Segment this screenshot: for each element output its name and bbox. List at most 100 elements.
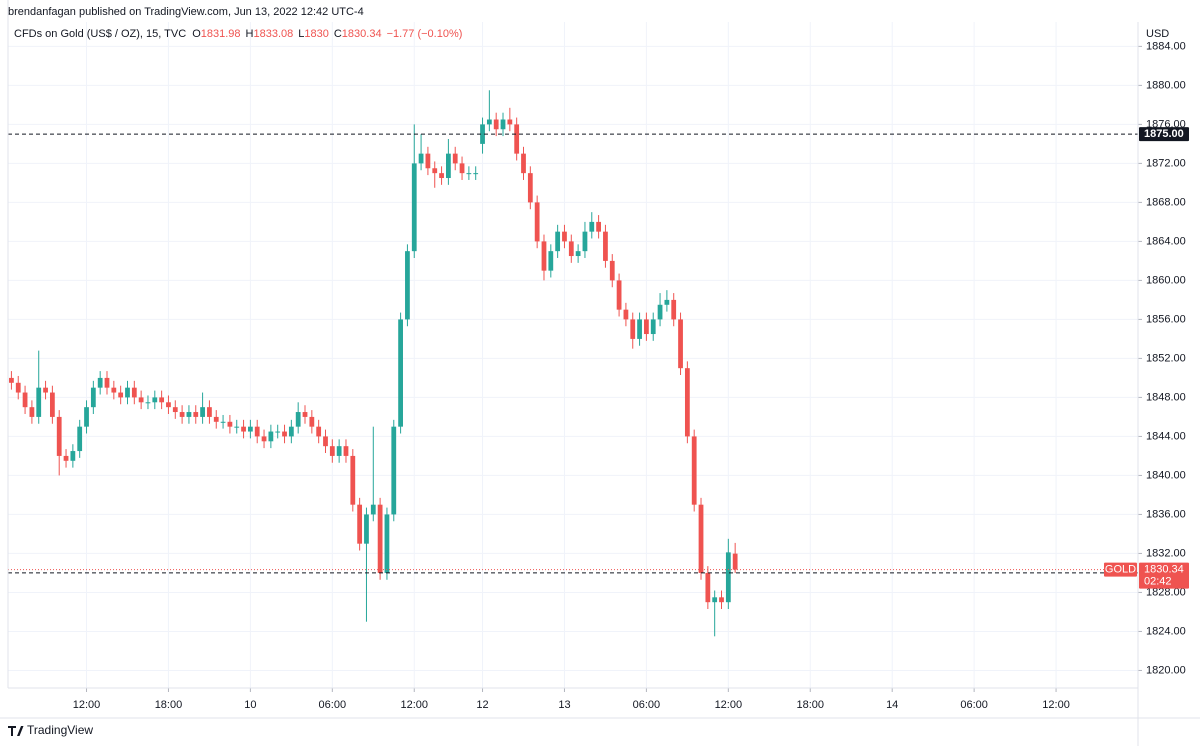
close-value: 1830.34 xyxy=(342,28,382,40)
candle-body xyxy=(623,309,629,320)
currency: USD xyxy=(1146,28,1169,40)
publisher: brendanfagan published on TradingView.co… xyxy=(8,6,364,18)
candle-body xyxy=(268,431,274,442)
y-tick-label: 1840.00 xyxy=(1146,469,1186,481)
candle-body xyxy=(691,436,697,505)
candle-body xyxy=(172,407,178,413)
candle-body xyxy=(302,412,308,417)
x-tick-label: 12:00 xyxy=(73,699,101,711)
x-tick-label: 12:00 xyxy=(715,699,743,711)
candle-body xyxy=(603,231,608,261)
candle-body xyxy=(534,202,540,242)
candle-body xyxy=(616,280,622,310)
candle-body xyxy=(29,407,35,417)
grid xyxy=(8,22,1142,692)
candle-body xyxy=(227,421,233,427)
candle-body xyxy=(411,163,417,252)
candle-body xyxy=(719,597,724,603)
logo-icon xyxy=(8,726,24,736)
y-tick-label: 1844.00 xyxy=(1146,430,1186,442)
candle-body xyxy=(548,251,554,271)
candle-body xyxy=(220,421,226,423)
x-tick-label: 12 xyxy=(476,699,488,711)
candle-body xyxy=(200,407,205,417)
low-prefix: L xyxy=(298,28,304,40)
y-tick-label: 1824.00 xyxy=(1146,625,1186,637)
y-tick-label: 1880.00 xyxy=(1146,79,1186,91)
last-price-label: 1830.34 xyxy=(1144,564,1184,576)
x-tick-label: 06:00 xyxy=(960,699,988,711)
candle-body xyxy=(9,377,14,383)
candle-body xyxy=(507,119,513,125)
candle-body xyxy=(77,426,83,452)
x-tick-label: 14 xyxy=(886,699,898,711)
candle-body xyxy=(377,504,383,573)
footer-brand: TradingView xyxy=(27,723,93,737)
price-labels: 1820.00 1824.00 1828.00 1832.00 1836.00 1840.… xyxy=(73,40,1189,711)
low-value: 1830 xyxy=(304,28,328,40)
candle-body xyxy=(179,412,185,417)
candle-body xyxy=(555,231,561,252)
candle-body xyxy=(657,304,663,320)
change: −1.77 (−0.10%) xyxy=(387,28,463,40)
candle-body xyxy=(568,241,574,257)
symbol-label-bg xyxy=(1104,562,1137,577)
x-tick-label: 06:00 xyxy=(319,699,347,711)
candle-body xyxy=(562,231,567,242)
countdown: 02:42 xyxy=(1144,576,1172,588)
candle-body xyxy=(480,124,485,144)
candle-body xyxy=(609,260,615,281)
candle-body xyxy=(575,251,581,257)
candle-body xyxy=(254,426,260,437)
candle-body xyxy=(466,173,472,175)
y-tick-label: 1868.00 xyxy=(1146,196,1186,208)
candle-body xyxy=(152,397,158,403)
candle-body xyxy=(104,377,110,388)
candle-body xyxy=(596,221,601,232)
candle-body xyxy=(486,119,492,125)
high-value: 1833.08 xyxy=(253,28,293,40)
candle-body xyxy=(671,299,677,320)
candle-body xyxy=(452,153,458,164)
y-tick-label: 1836.00 xyxy=(1146,508,1186,520)
candle-body xyxy=(329,446,335,456)
candle-body xyxy=(582,231,588,252)
x-tick-label: 18:00 xyxy=(155,699,183,711)
candle-body xyxy=(49,392,55,417)
candle-body xyxy=(541,241,547,271)
horizontal-line-label-bg xyxy=(1139,127,1189,142)
y-tick-label: 1832.00 xyxy=(1146,547,1186,559)
candle-body xyxy=(725,552,731,603)
symbol-title: CFDs on Gold (US$ / OZ), 15, TVC xyxy=(14,28,186,40)
y-tick-label: 1884.00 xyxy=(1146,40,1186,52)
candle-body xyxy=(275,431,281,433)
high-prefix: H xyxy=(246,28,254,40)
candle-body xyxy=(384,514,390,573)
candle-body xyxy=(493,119,499,130)
candle-body xyxy=(732,553,738,570)
candle-body xyxy=(664,299,670,305)
candle-body xyxy=(343,446,349,456)
candle-body xyxy=(166,402,171,408)
candle-body xyxy=(370,504,376,515)
candle-body xyxy=(357,504,363,544)
candle-body xyxy=(323,436,328,447)
candle-body xyxy=(527,173,533,203)
candle-body xyxy=(15,382,21,393)
candle-body xyxy=(364,514,369,544)
candle-body xyxy=(589,221,595,232)
y-tick-label: 1860.00 xyxy=(1146,274,1186,286)
footer-logo: TradingView xyxy=(8,723,93,737)
candle-body xyxy=(36,387,42,417)
x-tick-label: 06:00 xyxy=(633,699,661,711)
y-tick-label: 1848.00 xyxy=(1146,391,1186,403)
candle-body xyxy=(207,407,212,417)
y-tick-label: 1856.00 xyxy=(1146,313,1186,325)
candle-body xyxy=(138,397,144,403)
candle-body xyxy=(650,319,656,335)
candle-body xyxy=(70,451,76,461)
candle-body xyxy=(241,426,246,432)
last-price-bg xyxy=(1139,562,1189,589)
x-tick-label: 12:00 xyxy=(1042,699,1070,711)
